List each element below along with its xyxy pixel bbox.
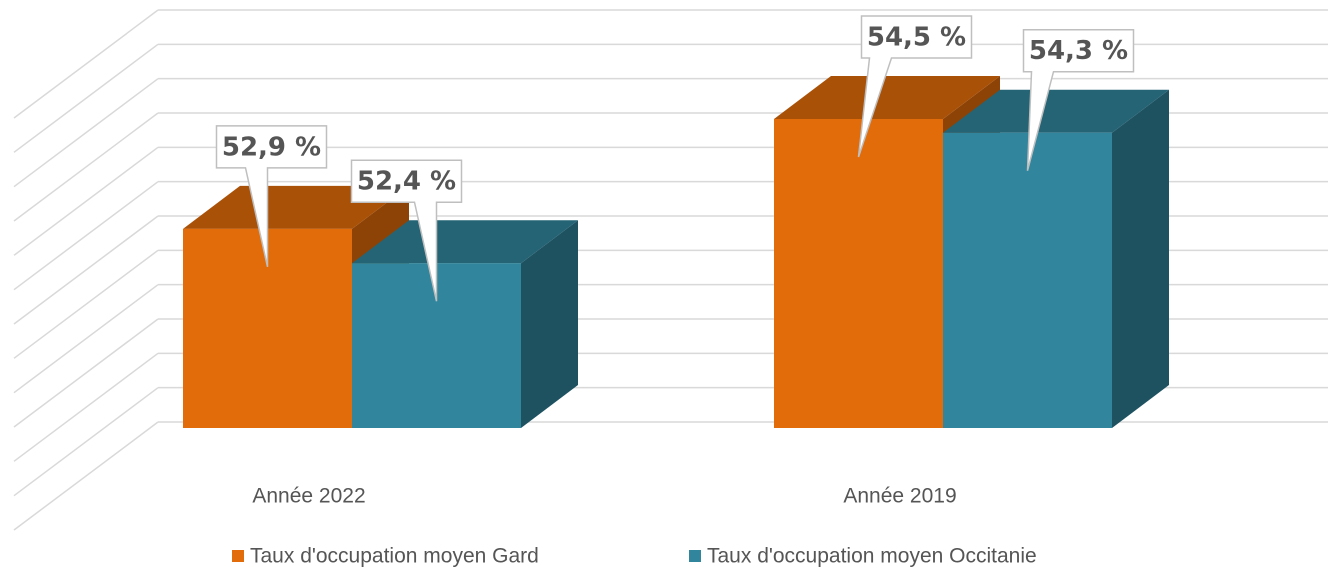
legend-label: Taux d'occupation moyen Occitanie <box>707 545 1037 568</box>
callout-box <box>857 15 973 158</box>
legend-label: Taux d'occupation moyen Gard <box>250 545 539 568</box>
grid-line-side <box>13 215 159 325</box>
grid-line-side <box>13 181 159 291</box>
bar-side <box>521 220 578 428</box>
bar-front <box>774 119 943 428</box>
legend-swatch <box>689 550 701 562</box>
x-tick-label: Année 2022 <box>252 485 365 508</box>
grid-line-side <box>13 318 159 428</box>
data-label: 54,3 % <box>1029 36 1128 66</box>
grid-line <box>13 9 1328 119</box>
grid-line-side <box>13 43 159 153</box>
data-label: 52,9 % <box>222 132 321 162</box>
data-label-callout: 52,9 % <box>215 125 328 268</box>
bar-top <box>774 76 1000 119</box>
data-label-callout: 54,3 % <box>1022 28 1135 171</box>
callout-box <box>215 125 328 268</box>
grid-line-side <box>13 146 159 256</box>
bar-top <box>943 89 1169 133</box>
data-label: 52,4 % <box>357 167 456 197</box>
bar <box>943 89 1169 428</box>
data-label-callout: 54,5 % <box>857 15 973 158</box>
bar-top <box>352 220 578 264</box>
bar-side <box>1112 89 1169 428</box>
data-label-callout: 52,4 % <box>350 159 463 302</box>
grid-line-side <box>13 421 159 531</box>
grid-line-side <box>13 284 159 394</box>
grid-line <box>13 421 1328 531</box>
grid-line <box>13 77 1328 188</box>
callout-box <box>1022 28 1135 171</box>
data-label: 54,5 % <box>867 23 966 53</box>
grid-line-side <box>13 78 159 188</box>
callout-box <box>350 159 463 302</box>
grid-line-side <box>13 112 159 222</box>
grid-line-side <box>13 352 159 462</box>
grid-line-side <box>13 249 159 359</box>
bar-front <box>943 132 1112 428</box>
x-tick-label: Année 2019 <box>843 485 956 508</box>
grid-line-side <box>13 9 159 119</box>
grid-line-side <box>13 387 159 497</box>
legend-swatch <box>232 550 244 562</box>
bar <box>352 220 578 428</box>
